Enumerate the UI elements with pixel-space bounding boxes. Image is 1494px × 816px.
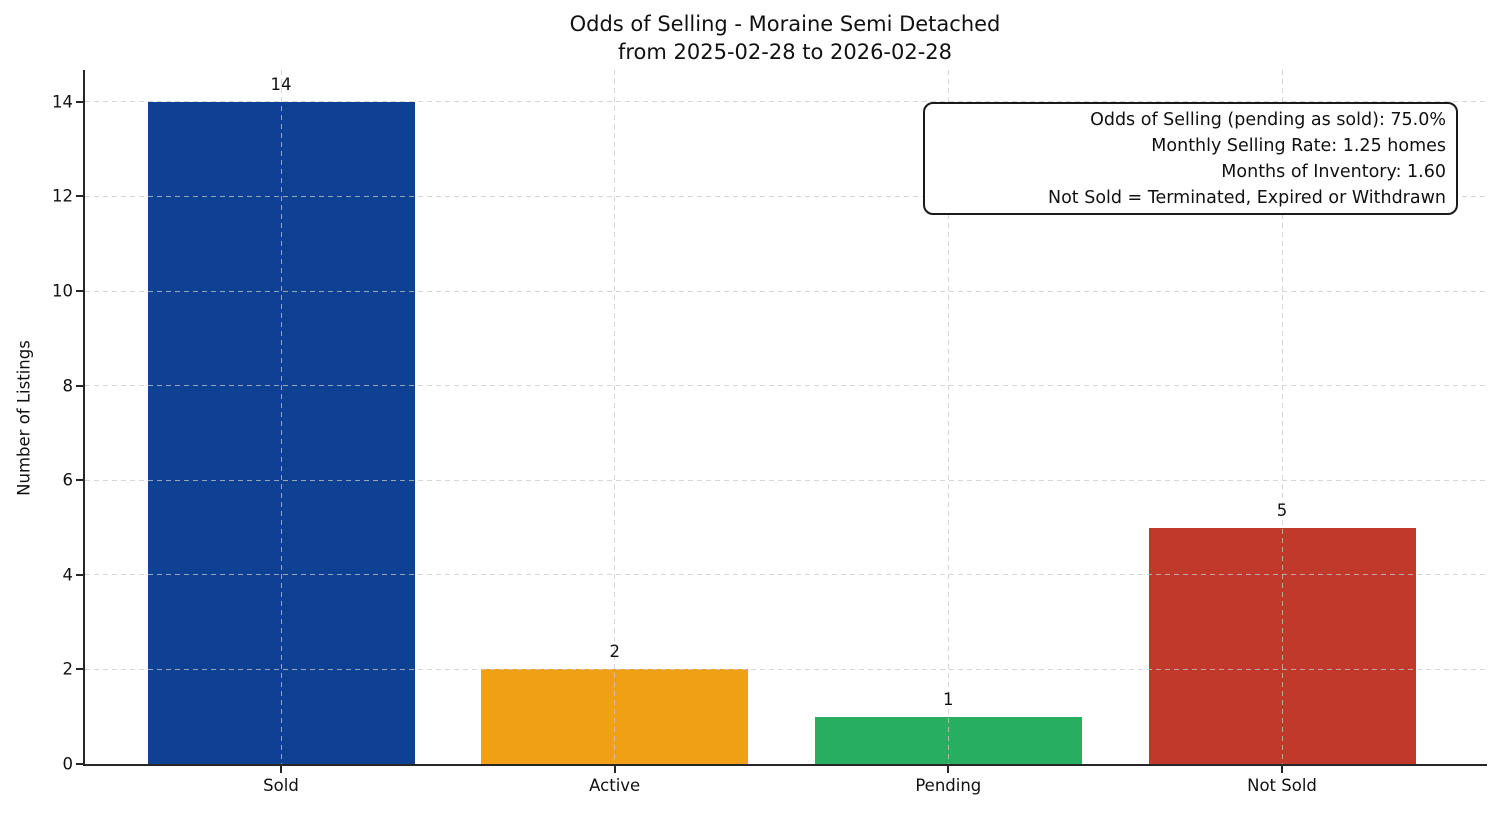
x-tick-mark [280, 766, 282, 773]
x-gridline [614, 70, 616, 764]
y-gridline [85, 479, 1487, 481]
annotation-line-monthly-rate: Monthly Selling Rate: 1.25 homes [1151, 136, 1446, 156]
bar-value-label: 1 [943, 689, 954, 709]
y-tick-mark [76, 763, 83, 765]
y-gridline [85, 574, 1487, 576]
annotation-box: Odds of Selling (pending as sold): 75.0%… [923, 102, 1458, 215]
x-tick-mark [613, 766, 616, 773]
x-tick-mark [1281, 766, 1283, 773]
y-tick-label: 8 [62, 376, 74, 396]
y-tick-label: 2 [62, 659, 74, 679]
plot-area: 14 2 1 5 0 2 4 6 8 10 12 14 Sold Active Pending Not Sol… [52, 70, 1487, 795]
y-tick-label: 4 [62, 565, 74, 585]
x-tick-label: Sold [263, 776, 299, 795]
y-tick-mark [76, 100, 83, 103]
annotation-line-inventory: Months of Inventory: 1.60 [1221, 162, 1446, 182]
bar-value-label: 14 [270, 74, 292, 94]
y-tick-label: 12 [52, 186, 73, 206]
y-tick-mark [76, 668, 83, 671]
bar-value-label: 2 [609, 642, 620, 662]
y-tick-label: 14 [52, 92, 73, 112]
chart-title: Odds of Selling - Moraine Semi Detached [569, 12, 1001, 36]
x-tick-label: Not Sold [1247, 776, 1317, 795]
x-gridline [947, 70, 949, 764]
y-tick-mark [76, 384, 83, 387]
y-gridline [85, 385, 1487, 387]
annotation-line-not-sold-note: Not Sold = Terminated, Expired or Withdr… [1047, 188, 1446, 208]
y-tick-label: 6 [62, 470, 74, 490]
y-tick-label: 0 [62, 754, 74, 774]
x-tick-mark [947, 766, 950, 773]
x-tick-label: Active [589, 776, 641, 795]
chart-subtitle: from 2025-02-28 to 2026-02-28 [617, 40, 953, 64]
y-gridline [85, 195, 1487, 197]
x-gridline [280, 70, 282, 764]
x-gridline [1281, 70, 1283, 764]
y-gridline [85, 668, 1487, 670]
y-tick-mark [76, 195, 83, 198]
annotation-line-odds: Odds of Selling (pending as sold): 75.0% [1090, 110, 1446, 130]
bar-value-label: 5 [1276, 500, 1288, 520]
y-tick-mark [76, 479, 83, 482]
chart-title-block: Odds of Selling - Moraine Semi Detached … [83, 10, 1487, 66]
y-gridline [85, 290, 1487, 292]
y-tick-mark [76, 573, 83, 576]
x-tick-label: Pending [915, 776, 982, 795]
y-axis-label: Number of Listings [14, 340, 34, 496]
y-tick-mark [76, 290, 83, 292]
y-gridline [85, 101, 1487, 103]
y-tick-label: 10 [52, 281, 73, 301]
